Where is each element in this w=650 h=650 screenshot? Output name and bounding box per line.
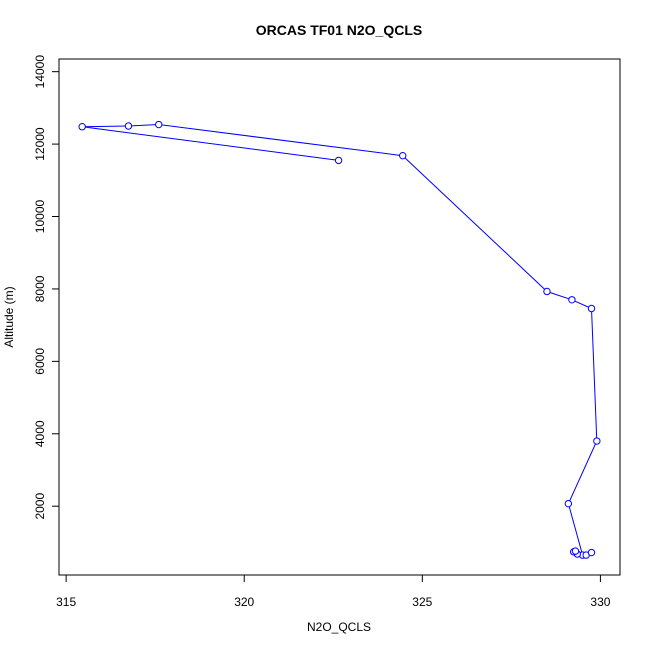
chart-title: ORCAS TF01 N2O_QCLS bbox=[256, 22, 422, 38]
x-tick-label: 325 bbox=[412, 595, 432, 609]
x-tick-label: 320 bbox=[234, 595, 254, 609]
data-point bbox=[568, 296, 576, 304]
y-axis: 2000 4000 6000 8000 10000 12000 14000 bbox=[33, 55, 59, 520]
y-tick-label: 12000 bbox=[33, 127, 47, 161]
y-tick-label: 8000 bbox=[33, 275, 47, 302]
data-point bbox=[587, 548, 596, 557]
data-point bbox=[543, 287, 551, 296]
data-point bbox=[334, 156, 343, 165]
y-tick-label: 2000 bbox=[33, 493, 47, 520]
x-axis: 315 320 325 330 bbox=[56, 575, 611, 609]
y-tick-label: 10000 bbox=[33, 200, 47, 234]
data-point bbox=[124, 122, 133, 130]
y-tick-label: 14000 bbox=[33, 55, 47, 89]
plot-frame bbox=[58, 58, 621, 576]
data-point bbox=[564, 499, 573, 508]
series-line bbox=[82, 123, 598, 556]
y-tick-label: 6000 bbox=[33, 348, 47, 375]
x-tick-label: 330 bbox=[590, 595, 610, 609]
data-points bbox=[78, 120, 601, 559]
x-tick-label: 315 bbox=[56, 595, 76, 609]
data-point bbox=[571, 547, 580, 555]
data-point bbox=[399, 151, 407, 160]
data-point bbox=[78, 123, 86, 131]
y-axis-label: Altitude (m) bbox=[2, 286, 16, 347]
y-tick-label: 4000 bbox=[33, 420, 47, 447]
data-point bbox=[587, 304, 596, 313]
data-point bbox=[593, 437, 601, 445]
data-point bbox=[155, 120, 163, 129]
x-axis-label: N2O_QCLS bbox=[307, 620, 371, 634]
